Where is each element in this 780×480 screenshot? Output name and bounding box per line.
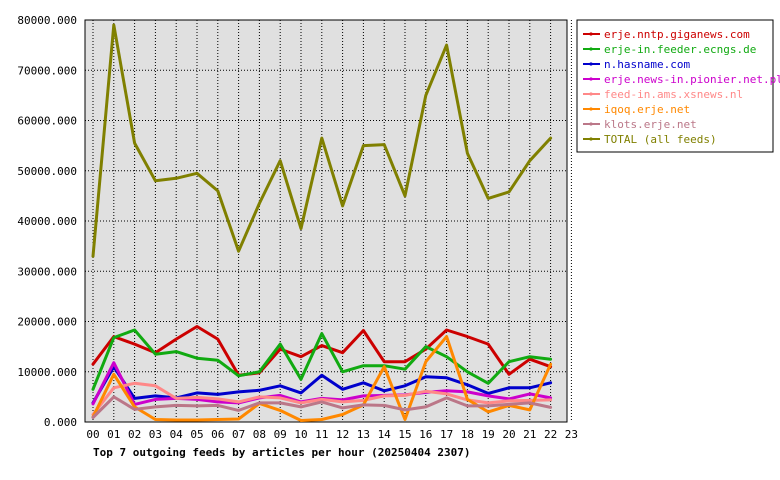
x-tick-label: 16 <box>419 428 432 441</box>
x-tick-label: 18 <box>461 428 474 441</box>
y-tick-label: 40000.000 <box>17 215 77 228</box>
y-tick-label: 10000.000 <box>17 366 77 379</box>
x-tick-label: 06 <box>211 428 224 441</box>
series-line-5 <box>91 381 553 416</box>
legend-label: TOTAL (all feeds) <box>604 133 717 146</box>
y-tick-label: 30000.000 <box>17 265 77 278</box>
x-tick-label: 05 <box>190 428 203 441</box>
legend-label: erje.news-in.pionier.net.pl <box>604 73 780 86</box>
x-tick-label: 22 <box>544 428 557 441</box>
x-tick-label: 09 <box>274 428 287 441</box>
series-line-6 <box>91 335 553 422</box>
series-lines <box>91 23 553 422</box>
legend-marker <box>589 77 593 81</box>
x-tick-label: 15 <box>398 428 411 441</box>
x-tick-label: 01 <box>107 428 120 441</box>
legend-label: feed-in.ams.xsnews.nl <box>604 88 743 101</box>
x-tick-label: 23 <box>565 428 578 441</box>
x-tick-label: 14 <box>378 428 392 441</box>
x-tick-label: 03 <box>149 428 162 441</box>
x-tick-label: 12 <box>336 428 349 441</box>
legend: erje.nntp.giganews.com erje-in.feeder.ecn… <box>576 19 780 153</box>
y-tick-label: 20000.000 <box>17 316 77 329</box>
gridlines <box>85 19 572 423</box>
x-tick-label: 02 <box>128 428 141 441</box>
legend-items: erje.nntp.giganews.com erje-in.feeder.ecn… <box>583 28 780 146</box>
legend-label: n.hasname.com <box>604 58 690 71</box>
x-tick-label: 13 <box>357 428 370 441</box>
x-tick-label: 10 <box>294 428 307 441</box>
series-line-1 <box>91 325 553 377</box>
legend-marker <box>589 107 593 111</box>
x-tick-label: 19 <box>482 428 495 441</box>
legend-label: iqoq.erje.net <box>604 103 690 116</box>
legend-label: erje.nntp.giganews.com <box>604 28 750 41</box>
legend-marker <box>589 92 593 96</box>
x-tick-label: 04 <box>170 428 184 441</box>
series-line-8 <box>91 23 553 258</box>
y-tick-label: 80000.000 <box>17 14 77 27</box>
x-tick-label: 08 <box>253 428 266 441</box>
y-tick-label: 70000.000 <box>17 64 77 77</box>
x-tick-label: 07 <box>232 428 245 441</box>
legend-label: erje-in.feeder.ecngs.de <box>604 43 756 56</box>
x-tick-label: 00 <box>86 428 99 441</box>
y-axis-tick-labels: 0.000 10000.000 20000.000 30000.000 40000.00… <box>17 14 77 429</box>
y-tick-label: 50000.000 <box>17 165 77 178</box>
chart-title: Top 7 outgoing feeds by articles per hou… <box>93 446 471 459</box>
x-axis-tick-labels: 00 01 02 03 04 05 06 07 08 09 10 11 12 13 14 15 16 17 18 19… <box>86 428 578 441</box>
y-tick-label: 0.000 <box>44 416 77 429</box>
y-tick-label: 60000.000 <box>17 115 77 128</box>
x-tick-label: 21 <box>523 428 536 441</box>
series-line-7 <box>91 395 553 419</box>
legend-marker <box>589 62 593 66</box>
series-line-2 <box>91 328 553 391</box>
x-tick-label: 20 <box>502 428 515 441</box>
legend-label: klots.erje.net <box>604 118 697 131</box>
legend-marker <box>589 122 593 126</box>
legend-marker <box>589 137 593 141</box>
legend-marker <box>589 47 593 51</box>
legend-marker <box>589 32 593 36</box>
legend-box <box>576 19 774 153</box>
x-tick-label: 17 <box>440 428 453 441</box>
x-tick-label: 11 <box>315 428 328 441</box>
